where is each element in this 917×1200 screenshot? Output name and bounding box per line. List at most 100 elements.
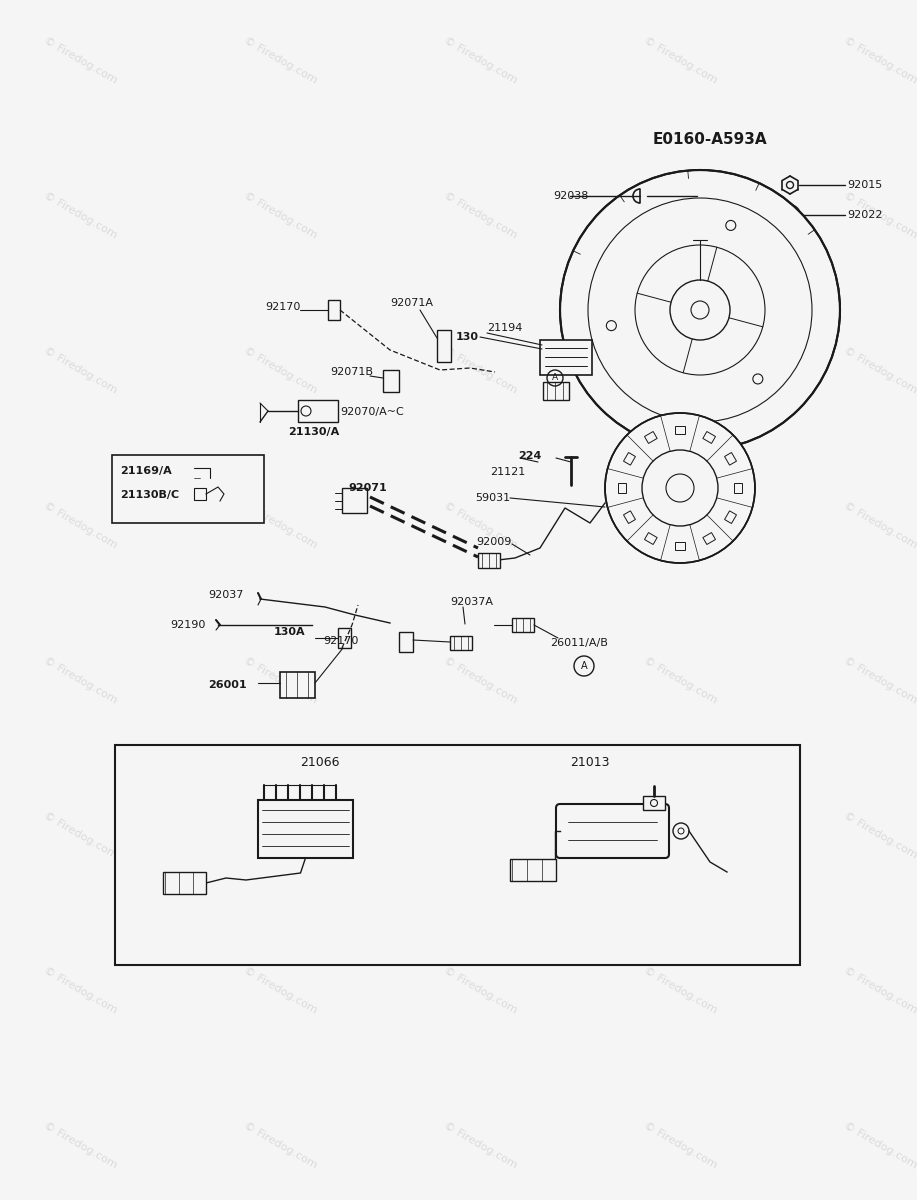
Text: 92037: 92037: [208, 590, 243, 600]
Bar: [163, 872, 206, 894]
Text: 224: 224: [518, 451, 541, 461]
Text: © Firedog.com: © Firedog.com: [442, 190, 518, 240]
Text: A: A: [580, 661, 587, 671]
Text: © Firedog.com: © Firedog.com: [842, 965, 917, 1015]
Bar: [328, 300, 340, 320]
Circle shape: [605, 413, 755, 563]
Text: © Firedog.com: © Firedog.com: [642, 965, 718, 1015]
Text: 59031: 59031: [475, 493, 510, 503]
Text: © Firedog.com: © Firedog.com: [442, 655, 518, 706]
Text: © Firedog.com: © Firedog.com: [41, 810, 118, 860]
Text: © Firedog.com: © Firedog.com: [642, 500, 718, 550]
Text: © Firedog.com: © Firedog.com: [842, 1120, 917, 1170]
Bar: [645, 533, 657, 545]
Text: 21066: 21066: [300, 756, 339, 769]
Text: © Firedog.com: © Firedog.com: [241, 35, 318, 85]
Text: © Firedog.com: © Firedog.com: [41, 344, 118, 395]
Bar: [510, 859, 556, 881]
Text: © Firedog.com: © Firedog.com: [241, 190, 318, 240]
Bar: [399, 632, 413, 652]
Text: © Firedog.com: © Firedog.com: [842, 190, 917, 240]
Text: © Firedog.com: © Firedog.com: [642, 810, 718, 860]
Bar: [702, 533, 715, 545]
Bar: [702, 432, 715, 444]
Text: 92190: 92190: [170, 620, 205, 630]
Bar: [437, 330, 451, 362]
Text: 21169/A: 21169/A: [120, 466, 171, 476]
Bar: [194, 488, 206, 500]
Text: 92071: 92071: [348, 482, 387, 493]
Bar: [512, 618, 534, 632]
Bar: [342, 488, 367, 514]
Bar: [280, 672, 315, 698]
Text: 130: 130: [456, 332, 479, 342]
Bar: [450, 636, 472, 650]
Text: © Firedog.com: © Firedog.com: [41, 35, 118, 85]
Text: © Firedog.com: © Firedog.com: [442, 965, 518, 1015]
Bar: [643, 796, 665, 810]
Text: 92070/A~C: 92070/A~C: [340, 407, 403, 416]
Bar: [724, 511, 736, 523]
Bar: [675, 426, 685, 433]
Bar: [298, 400, 338, 422]
Text: © Firedog.com: © Firedog.com: [842, 810, 917, 860]
Text: © Firedog.com: © Firedog.com: [41, 965, 118, 1015]
Text: © Firedog.com: © Firedog.com: [642, 655, 718, 706]
Text: © Firedog.com: © Firedog.com: [41, 500, 118, 550]
Text: 92038: 92038: [553, 191, 589, 200]
Circle shape: [560, 170, 840, 450]
Bar: [338, 628, 351, 648]
Text: © Firedog.com: © Firedog.com: [442, 810, 518, 860]
Text: 26001: 26001: [208, 680, 247, 690]
Text: A: A: [552, 373, 558, 383]
Text: 21194: 21194: [487, 323, 523, 332]
Text: 130A: 130A: [274, 626, 305, 637]
Bar: [735, 482, 743, 493]
Text: © Firedog.com: © Firedog.com: [642, 344, 718, 395]
Bar: [383, 370, 399, 392]
Bar: [724, 452, 736, 466]
Text: 21130/A: 21130/A: [288, 427, 339, 437]
Text: 92071A: 92071A: [390, 298, 433, 308]
Bar: [543, 382, 569, 400]
Text: © Firedog.com: © Firedog.com: [442, 500, 518, 550]
Bar: [540, 340, 592, 374]
Bar: [258, 800, 353, 858]
Text: 21013: 21013: [570, 756, 610, 769]
Text: © Firedog.com: © Firedog.com: [642, 190, 718, 240]
Text: © Firedog.com: © Firedog.com: [842, 344, 917, 395]
Text: © Firedog.com: © Firedog.com: [241, 655, 318, 706]
Text: © Firedog.com: © Firedog.com: [41, 1120, 118, 1170]
Text: © Firedog.com: © Firedog.com: [442, 344, 518, 395]
Text: © Firedog.com: © Firedog.com: [41, 655, 118, 706]
Text: © Firedog.com: © Firedog.com: [241, 500, 318, 550]
Text: © Firedog.com: © Firedog.com: [241, 810, 318, 860]
Text: © Firedog.com: © Firedog.com: [842, 500, 917, 550]
Text: 21121: 21121: [490, 467, 525, 476]
Text: © Firedog.com: © Firedog.com: [642, 35, 718, 85]
Text: 92022: 92022: [847, 210, 882, 220]
Bar: [112, 455, 264, 523]
Bar: [675, 542, 685, 551]
Bar: [115, 745, 800, 965]
Text: © Firedog.com: © Firedog.com: [241, 1120, 318, 1170]
Bar: [624, 452, 635, 466]
Bar: [478, 553, 500, 568]
Text: © Firedog.com: © Firedog.com: [442, 1120, 518, 1170]
Text: © Firedog.com: © Firedog.com: [642, 1120, 718, 1170]
Text: © Firedog.com: © Firedog.com: [41, 190, 118, 240]
Text: © Firedog.com: © Firedog.com: [842, 655, 917, 706]
Text: © Firedog.com: © Firedog.com: [241, 965, 318, 1015]
Text: 92015: 92015: [847, 180, 882, 190]
Text: © Firedog.com: © Firedog.com: [842, 35, 917, 85]
Text: © Firedog.com: © Firedog.com: [442, 35, 518, 85]
FancyBboxPatch shape: [556, 804, 669, 858]
Text: © Firedog.com: © Firedog.com: [241, 344, 318, 395]
Circle shape: [301, 406, 311, 416]
Bar: [624, 511, 635, 523]
Bar: [618, 482, 625, 493]
Text: E0160-A593A: E0160-A593A: [653, 132, 768, 148]
Text: 92170: 92170: [323, 636, 359, 646]
Text: 92037A: 92037A: [450, 596, 493, 607]
Text: 26011/A/B: 26011/A/B: [550, 638, 608, 648]
